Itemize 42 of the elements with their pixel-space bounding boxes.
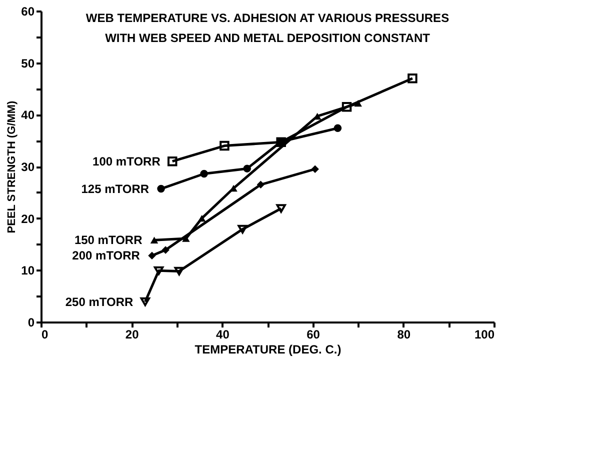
series-label: 200 mTORR — [72, 248, 140, 263]
point — [198, 214, 206, 222]
x-axis-title: TEMPERATURE (DEG. C.) — [194, 342, 342, 356]
series-label: 250 mTORR — [65, 294, 134, 309]
point — [200, 170, 208, 178]
point — [334, 124, 342, 132]
x-tick-label: 40 — [216, 328, 230, 342]
point — [276, 204, 286, 213]
point — [162, 246, 170, 254]
x-tick-label: 0 — [42, 328, 48, 342]
series-label: 125 mTORR — [81, 182, 150, 196]
chart-title: WEB TEMPERATURE VS. ADHESION AT VARIOUS PRESSURES — [86, 11, 450, 25]
point — [354, 100, 362, 107]
point — [157, 184, 165, 193]
point — [174, 266, 184, 276]
point — [150, 236, 158, 244]
x-tick-label: 60 — [306, 328, 320, 342]
point — [154, 266, 164, 276]
y-tick-label: 50 — [21, 56, 35, 70]
point — [342, 102, 352, 112]
y-axis-title: PEEL STRENGTH (G/MM) — [6, 100, 18, 234]
text: WITH WEB SPEED AND METAL DEPOSITION CONSTANT — [105, 31, 431, 45]
y-tick-label: 20 — [21, 212, 35, 226]
y-tick-label: 0 — [28, 316, 35, 330]
point — [238, 224, 248, 234]
point — [148, 252, 156, 260]
point — [220, 140, 230, 151]
point — [140, 297, 150, 306]
x-tick-label: 20 — [125, 328, 140, 342]
y-tick-label: 30 — [21, 160, 35, 174]
point — [243, 164, 251, 172]
point — [167, 156, 178, 166]
y-tick-label: 40 — [21, 108, 35, 122]
y-tick-label: 60 — [21, 4, 35, 18]
series-label: 150 mTORR — [74, 233, 143, 248]
point — [311, 165, 319, 173]
series-label: 100 mTORR — [92, 154, 161, 168]
point — [256, 180, 265, 189]
x-tick-label: 80 — [397, 328, 411, 342]
point — [408, 74, 418, 84]
y-tick-label: 10 — [21, 264, 35, 278]
x-tick-label: 100 — [474, 328, 495, 342]
